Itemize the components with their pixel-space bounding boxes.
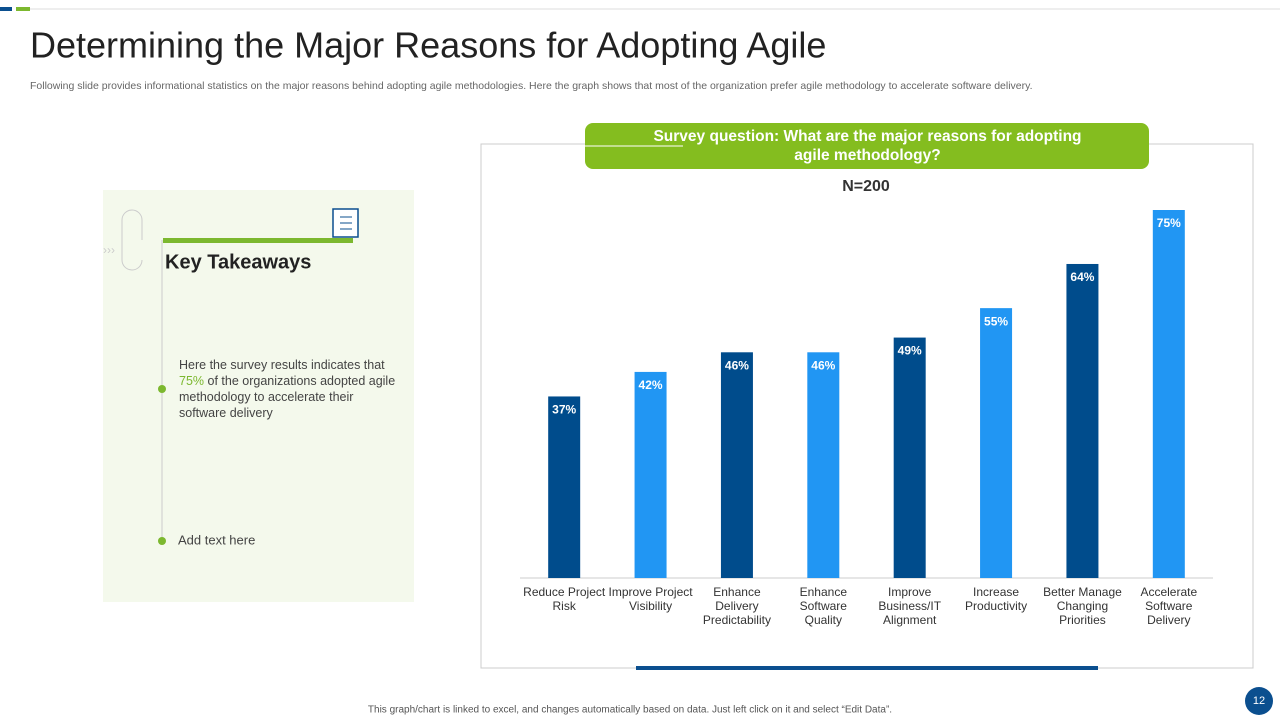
accent-bar: [163, 238, 353, 243]
takeaway-item: Add text here: [178, 532, 255, 547]
page-title: Determining the Major Reasons for Adopti…: [30, 25, 826, 66]
takeaway-item: Here the survey results indicates that 7…: [179, 357, 397, 421]
page-subtitle: Following slide provides informational s…: [30, 80, 1033, 92]
data-label: 42%: [639, 378, 663, 392]
bullet: [158, 537, 166, 545]
takeaway-text: of the organizations adopted agile metho…: [179, 374, 396, 420]
bar: [720, 352, 753, 578]
accent: [16, 7, 30, 11]
data-label: 64%: [1070, 270, 1094, 284]
icon: [332, 208, 359, 238]
accent-bar: [636, 666, 1098, 670]
bar: [1066, 263, 1099, 578]
data-label: 37%: [552, 403, 576, 417]
x-tick-label: Better Manage Changing Priorities: [1043, 585, 1122, 627]
page-number: 12: [1253, 695, 1265, 707]
data-label: 46%: [725, 358, 749, 372]
page-badge: [1245, 687, 1273, 715]
chart-subtitle: N=200: [842, 178, 890, 195]
accent: [0, 7, 12, 11]
data-label: 75%: [1157, 216, 1181, 230]
footer-note: This graph/chart is linked to excel, and…: [368, 705, 892, 716]
chart-title: Survey question: What are the major reas…: [653, 128, 1082, 164]
bar: [807, 352, 840, 578]
takeaway-panel: [103, 190, 414, 602]
x-tick-label: Increase Productivity: [965, 585, 1028, 613]
x-tick-label: Improve Business/IT Alignment: [878, 585, 942, 627]
x-tick-label: Reduce Project Risk: [523, 585, 606, 613]
bar: [634, 371, 667, 578]
decoration: [121, 209, 143, 271]
x-tick-label: Accelerate Software Delivery: [1140, 585, 1198, 627]
bullet: [158, 385, 166, 393]
question-banner: [585, 123, 1149, 169]
data-label: 49%: [898, 344, 922, 358]
takeaway-text: Here the survey results indicates that: [179, 358, 385, 372]
data-label: 55%: [984, 314, 1008, 328]
x-tick-label: Enhance Delivery Predictability: [702, 585, 771, 627]
x-tick-label: Improve Project Visibility: [608, 585, 693, 613]
bar: [548, 396, 581, 578]
bar: [980, 308, 1013, 578]
takeaway-title: Key Takeaways: [165, 251, 311, 273]
bar: [893, 337, 926, 578]
decoration: ›››: [103, 243, 115, 257]
bar: [1152, 210, 1185, 578]
data-label: 46%: [811, 358, 835, 372]
x-tick-label: Enhance Software Quality: [799, 585, 847, 627]
takeaway-highlight: 75%: [179, 374, 205, 388]
